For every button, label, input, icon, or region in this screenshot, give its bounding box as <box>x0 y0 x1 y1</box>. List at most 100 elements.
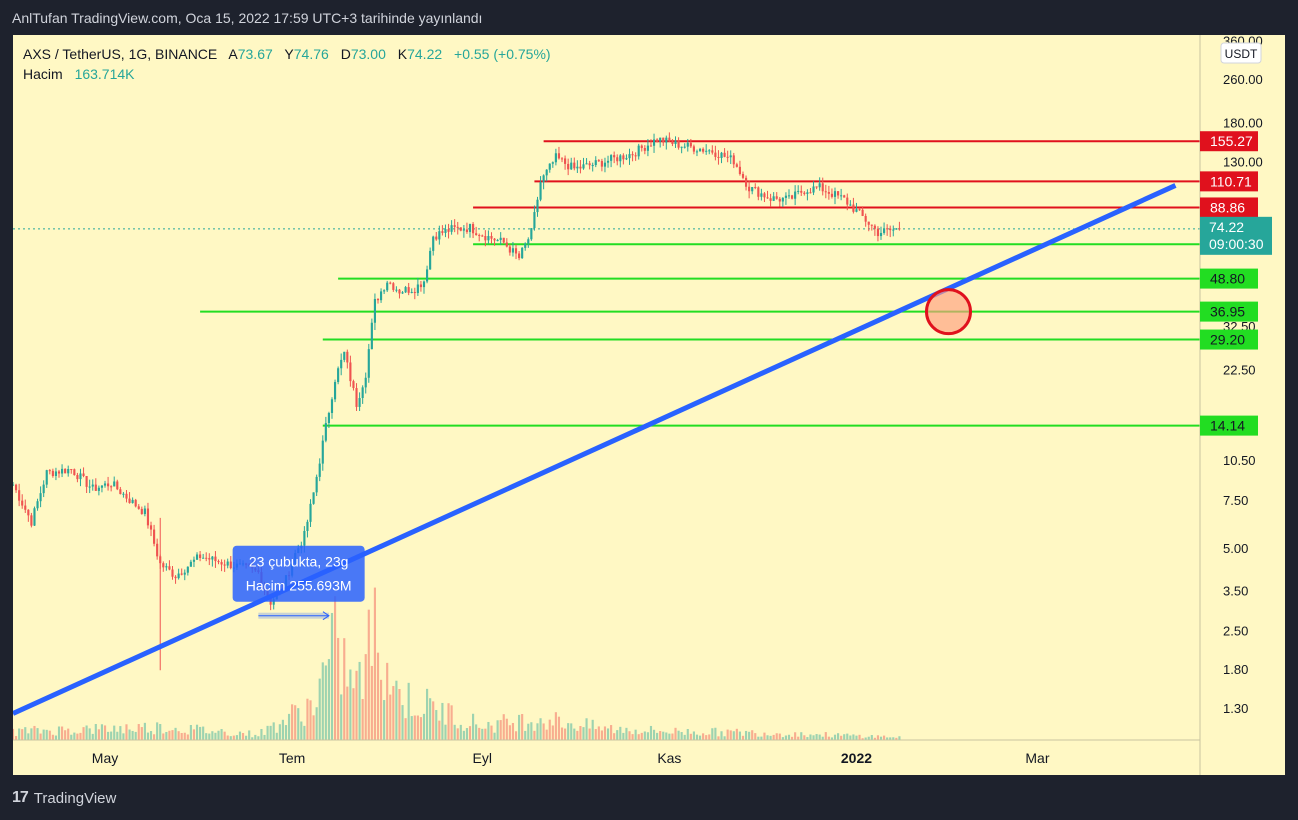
candle <box>343 351 346 363</box>
volume-bar <box>416 715 419 740</box>
volume-bar <box>849 735 852 740</box>
candle-body <box>475 233 478 236</box>
candle-body <box>726 156 729 158</box>
candle <box>156 538 159 560</box>
candle-body <box>318 463 321 477</box>
volume-bar <box>781 737 784 740</box>
volume-bar <box>413 715 416 740</box>
volume-bar <box>291 704 294 740</box>
volume-bar <box>88 728 91 740</box>
volume-bar <box>763 732 766 740</box>
candle <box>472 222 475 239</box>
candle-body <box>30 515 33 526</box>
time-tick: May <box>92 750 118 766</box>
level-label-text: 14.14 <box>1210 418 1245 434</box>
candle <box>613 151 616 164</box>
candle <box>741 171 745 180</box>
candle <box>214 551 217 568</box>
candle-body <box>441 231 444 233</box>
volume-bar <box>772 734 775 740</box>
candle-body <box>462 229 465 231</box>
volume-bar <box>683 734 686 740</box>
volume-bar <box>223 731 226 740</box>
volume-bar <box>508 725 511 740</box>
price-chart[interactable]: 360.00260.00180.00130.0022.5010.507.505.… <box>11 33 1285 775</box>
time-tick: Eyl <box>473 750 492 766</box>
candle-body <box>306 521 309 531</box>
candle-body <box>324 423 327 441</box>
candle <box>352 379 355 391</box>
candle-body <box>521 247 524 259</box>
candle <box>840 188 843 201</box>
volume-bar <box>560 727 564 740</box>
candle-body <box>797 190 800 192</box>
volume-bar <box>229 736 232 740</box>
candle <box>781 197 784 207</box>
candle <box>94 478 97 492</box>
candle-body <box>435 236 438 240</box>
candle-body <box>634 155 637 157</box>
tradingview-logo[interactable]: 17 TradingView <box>12 789 116 807</box>
volume-bar <box>278 724 281 740</box>
candle <box>180 568 183 576</box>
candle <box>229 556 232 570</box>
volume-bar <box>671 733 674 740</box>
candle-body <box>156 543 159 557</box>
legend-low-label: D <box>341 46 351 62</box>
candle-body <box>864 215 867 222</box>
candle <box>171 566 174 580</box>
volume-bar <box>883 735 886 740</box>
volume-bar <box>422 713 426 740</box>
volume-bar <box>419 717 423 740</box>
candle <box>165 563 168 571</box>
candle <box>73 468 76 476</box>
currency-badge[interactable] <box>1220 42 1262 64</box>
candle-body <box>640 145 643 148</box>
candle <box>128 492 131 504</box>
volume-bar <box>625 727 628 740</box>
volume-bar <box>769 735 772 740</box>
candle-body <box>321 440 324 464</box>
volume-bar <box>352 688 355 740</box>
candle <box>398 288 401 299</box>
volume-bar <box>475 724 478 740</box>
volume-bar <box>570 723 573 740</box>
candle <box>61 464 64 478</box>
candle-body <box>536 199 539 213</box>
candle <box>567 158 570 176</box>
candle <box>21 494 24 509</box>
candle <box>812 181 815 196</box>
candles <box>11 132 901 671</box>
candle-body <box>665 137 668 143</box>
volume-bar <box>85 725 88 740</box>
candle <box>441 225 444 236</box>
candle-body <box>775 196 778 199</box>
volume-bar <box>165 731 168 740</box>
price-tick: 1.80 <box>1223 662 1248 677</box>
candle <box>579 160 582 174</box>
volume-bar <box>251 737 254 740</box>
overlay-layer <box>11 183 1177 716</box>
volume-bar <box>843 734 846 740</box>
candle-body <box>429 250 432 270</box>
candle-body <box>312 492 315 504</box>
volume-bar <box>652 729 656 740</box>
candle <box>772 192 775 202</box>
candle <box>162 561 165 572</box>
candle-body <box>518 253 521 259</box>
volume-bar <box>100 724 104 740</box>
candle-body <box>858 209 861 211</box>
candle <box>33 506 36 526</box>
volume-bar <box>886 737 889 740</box>
volume-bar <box>748 731 751 740</box>
candle <box>870 224 873 231</box>
chart-area[interactable]: 360.00 260.00 180.00 130.00 22.50 10.50 7.50 5.… <box>11 33 1285 775</box>
candle-body <box>616 157 619 162</box>
candle <box>766 190 769 199</box>
candle-body <box>346 351 349 363</box>
price-tick: 5.00 <box>1223 541 1248 556</box>
volume-bar <box>401 705 404 740</box>
volume-bar <box>241 732 245 740</box>
candle <box>355 383 358 411</box>
candle <box>487 230 490 244</box>
